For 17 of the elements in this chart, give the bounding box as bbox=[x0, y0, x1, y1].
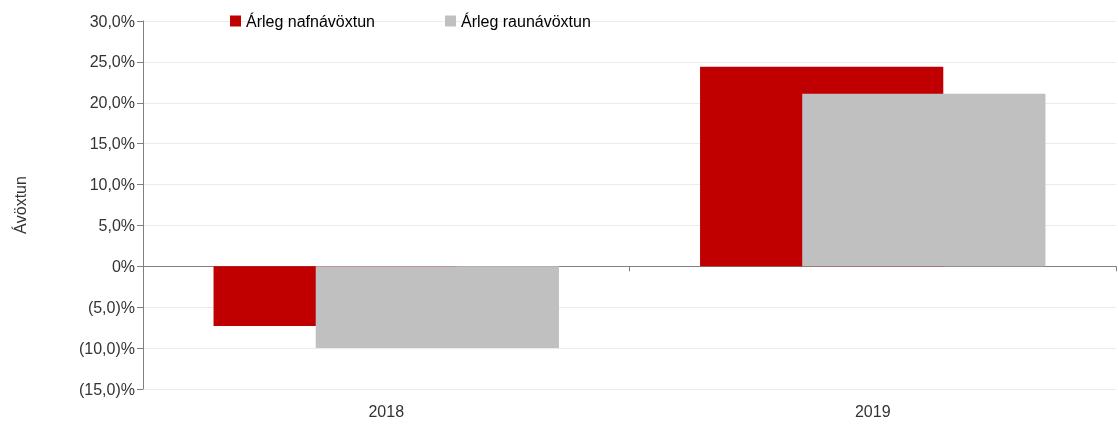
y-tick-label: 25,0% bbox=[89, 53, 135, 71]
bar bbox=[315, 266, 559, 349]
y-axis-title: Ávöxtun bbox=[10, 176, 29, 234]
y-tick-label: (15,0)% bbox=[78, 380, 135, 398]
y-tick-label: 20,0% bbox=[89, 94, 135, 112]
y-tick-label: 15,0% bbox=[89, 135, 135, 153]
y-tick-label: 0% bbox=[111, 257, 135, 275]
y-tick-label: 10,0% bbox=[89, 176, 135, 194]
legend-label: Árleg nafnávöxtun bbox=[246, 11, 375, 30]
bar bbox=[802, 93, 1046, 267]
x-tick-label: 2019 bbox=[854, 402, 891, 420]
legend-label: Árleg raunávöxtun bbox=[460, 11, 591, 30]
y-tick-label: (5,0)% bbox=[87, 298, 135, 316]
y-tick-label: (10,0)% bbox=[78, 339, 135, 357]
y-tick-label: 30,0% bbox=[89, 12, 135, 30]
y-tick-label: 5,0% bbox=[98, 216, 135, 234]
x-tick-label: 2018 bbox=[368, 402, 405, 420]
